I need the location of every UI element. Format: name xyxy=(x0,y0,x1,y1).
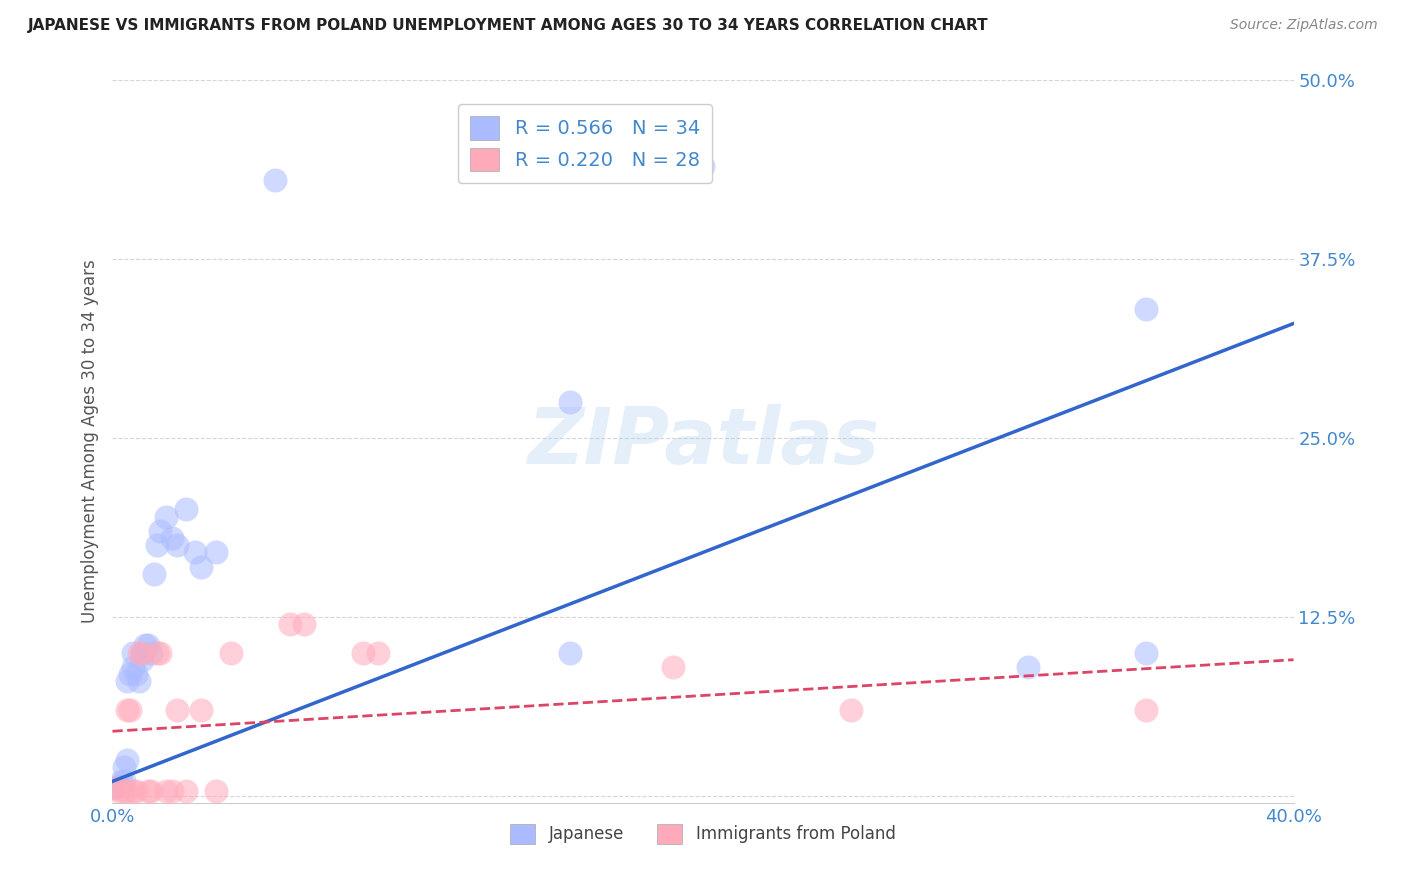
Point xyxy=(122,646,145,660)
Point xyxy=(112,760,135,774)
Point xyxy=(1135,646,1157,660)
Point xyxy=(662,660,685,674)
Point xyxy=(104,781,127,796)
Point xyxy=(839,703,862,717)
Point xyxy=(146,538,169,552)
Point xyxy=(112,774,135,789)
Point xyxy=(142,566,165,581)
Point xyxy=(131,653,153,667)
Text: Source: ZipAtlas.com: Source: ZipAtlas.com xyxy=(1230,18,1378,32)
Point xyxy=(190,703,212,717)
Point xyxy=(155,784,177,798)
Point xyxy=(139,784,162,798)
Text: ZIPatlas: ZIPatlas xyxy=(527,403,879,480)
Point xyxy=(122,784,145,798)
Point xyxy=(1135,703,1157,717)
Point xyxy=(205,784,228,798)
Point xyxy=(174,784,197,798)
Point xyxy=(367,646,389,660)
Point xyxy=(117,784,138,798)
Point xyxy=(139,646,162,660)
Point xyxy=(117,703,138,717)
Point xyxy=(184,545,207,559)
Point xyxy=(117,753,138,767)
Point xyxy=(128,646,150,660)
Point xyxy=(131,646,153,660)
Point xyxy=(190,559,212,574)
Point xyxy=(558,646,582,660)
Point xyxy=(122,660,145,674)
Point xyxy=(120,667,142,681)
Point xyxy=(160,784,183,798)
Point xyxy=(264,173,287,187)
Point xyxy=(292,617,315,632)
Point xyxy=(134,639,156,653)
Point xyxy=(219,646,242,660)
Point xyxy=(125,667,148,681)
Point xyxy=(104,781,127,796)
Point xyxy=(149,646,172,660)
Point xyxy=(155,509,177,524)
Point xyxy=(352,646,374,660)
Point xyxy=(128,674,150,689)
Point xyxy=(205,545,228,559)
Y-axis label: Unemployment Among Ages 30 to 34 years: Unemployment Among Ages 30 to 34 years xyxy=(80,260,98,624)
Point xyxy=(125,784,148,798)
Point xyxy=(120,703,142,717)
Point xyxy=(1017,660,1039,674)
Point xyxy=(692,159,714,173)
Legend: Japanese, Immigrants from Poland: Japanese, Immigrants from Poland xyxy=(502,815,904,852)
Point xyxy=(136,639,159,653)
Point xyxy=(110,774,132,789)
Point xyxy=(107,779,129,793)
Point xyxy=(131,646,153,660)
Point xyxy=(1135,302,1157,317)
Point xyxy=(160,531,183,545)
Point xyxy=(149,524,172,538)
Point xyxy=(136,784,159,798)
Point xyxy=(166,703,188,717)
Point xyxy=(112,784,135,798)
Point xyxy=(558,395,582,409)
Text: JAPANESE VS IMMIGRANTS FROM POLAND UNEMPLOYMENT AMONG AGES 30 TO 34 YEARS CORREL: JAPANESE VS IMMIGRANTS FROM POLAND UNEMP… xyxy=(28,18,988,33)
Point xyxy=(107,784,129,798)
Point xyxy=(278,617,301,632)
Point xyxy=(146,646,169,660)
Point xyxy=(117,674,138,689)
Point xyxy=(166,538,188,552)
Point xyxy=(174,502,197,516)
